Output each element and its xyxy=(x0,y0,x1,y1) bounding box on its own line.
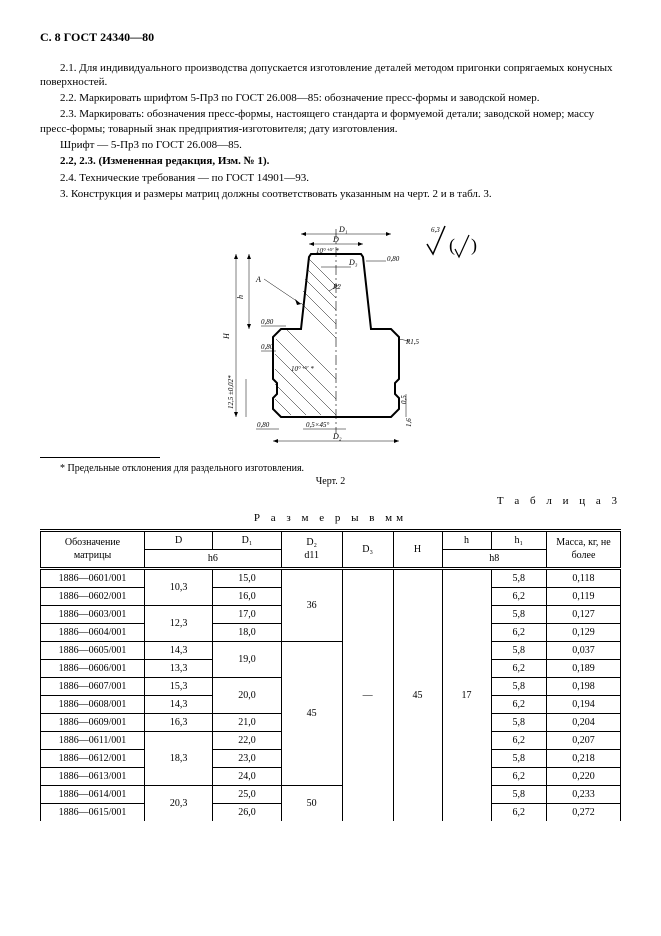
angle-top: 10°⁺⁵′ * xyxy=(316,247,339,255)
dim-080-bl: 0,80 xyxy=(257,421,270,429)
dim-R15: R1,5 xyxy=(405,338,420,346)
para-2-1: 2.1. Для индивидуального производства до… xyxy=(40,61,621,90)
surf-val: 6,3 xyxy=(431,226,440,234)
svg-text:(: ( xyxy=(449,235,455,256)
table-label: Т а б л и ц а 3 xyxy=(40,494,621,508)
dim-D1: D₁ xyxy=(338,225,348,234)
dimensions-table: Обозначение матрицы D D₁ D₂ d11 D₃ H h h… xyxy=(40,529,621,821)
table-title: Р а з м е р ы в мм xyxy=(40,511,621,525)
col-H: H xyxy=(393,530,442,568)
svg-text:): ) xyxy=(471,235,477,256)
angle-low: 10°⁺⁵′ * xyxy=(291,365,314,373)
tol-h8: h8 xyxy=(442,549,546,568)
tol-h6: h6 xyxy=(145,549,282,568)
col-D: D xyxy=(145,530,213,549)
dim-D3: D₃ xyxy=(348,258,358,267)
dim-D2: D₂ xyxy=(332,432,342,441)
footnote: * Предельные отклонения для раздельного … xyxy=(40,462,621,475)
col-id: Обозначение матрицы xyxy=(41,530,145,568)
col-D1: D₁ xyxy=(213,530,281,549)
dim-12-5: 12,5 ±0,02* xyxy=(227,375,235,409)
page-header: С. 8 ГОСТ 24340—80 xyxy=(40,30,621,46)
col-D3: D₃ xyxy=(342,530,393,568)
dim-080-2: 0,80 xyxy=(261,343,274,351)
dim-H: H xyxy=(222,332,231,340)
col-h: h xyxy=(442,530,491,549)
para-3: 3. Конструкция и размеры матриц должны с… xyxy=(40,187,621,201)
dim-1-6: 1,6 xyxy=(405,418,413,427)
para-2-2-2-3: 2.2, 2.3. (Измененная редакция, Изм. № 1… xyxy=(40,154,621,168)
para-2-3: 2.3. Маркировать: обозначения пресс-форм… xyxy=(40,107,621,136)
col-h1: h₁ xyxy=(491,530,546,549)
para-2-4: 2.4. Технические требования — по ГОСТ 14… xyxy=(40,171,621,185)
dim-h: h xyxy=(236,295,245,299)
dim-080-3: 0,80 xyxy=(387,255,400,263)
col-mass: Масса, кг, не более xyxy=(547,530,621,568)
para-2-3b: Шрифт — 5-Пр3 по ГОСТ 26.008—85. xyxy=(40,138,621,152)
col-D2: D₂ d11 xyxy=(281,530,342,568)
para-2-2: 2.2. Маркировать шрифтом 5-Пр3 по ГОСТ 2… xyxy=(40,91,621,105)
dim-080-1: 0,80 xyxy=(261,318,274,326)
label-A: A xyxy=(255,275,261,284)
dim-D: D xyxy=(332,235,339,244)
dim-R2: R2 xyxy=(332,283,341,291)
dim-0-5: 0,5 xyxy=(400,395,408,404)
dim-chamfer: 0,5×45° xyxy=(306,421,329,429)
technical-drawing: D D₁ D₃ 10°⁺⁵′ * R2 A 0,80 0,80 0,80 R1,… xyxy=(161,209,501,449)
fig-caption: Черт. 2 xyxy=(40,475,621,488)
